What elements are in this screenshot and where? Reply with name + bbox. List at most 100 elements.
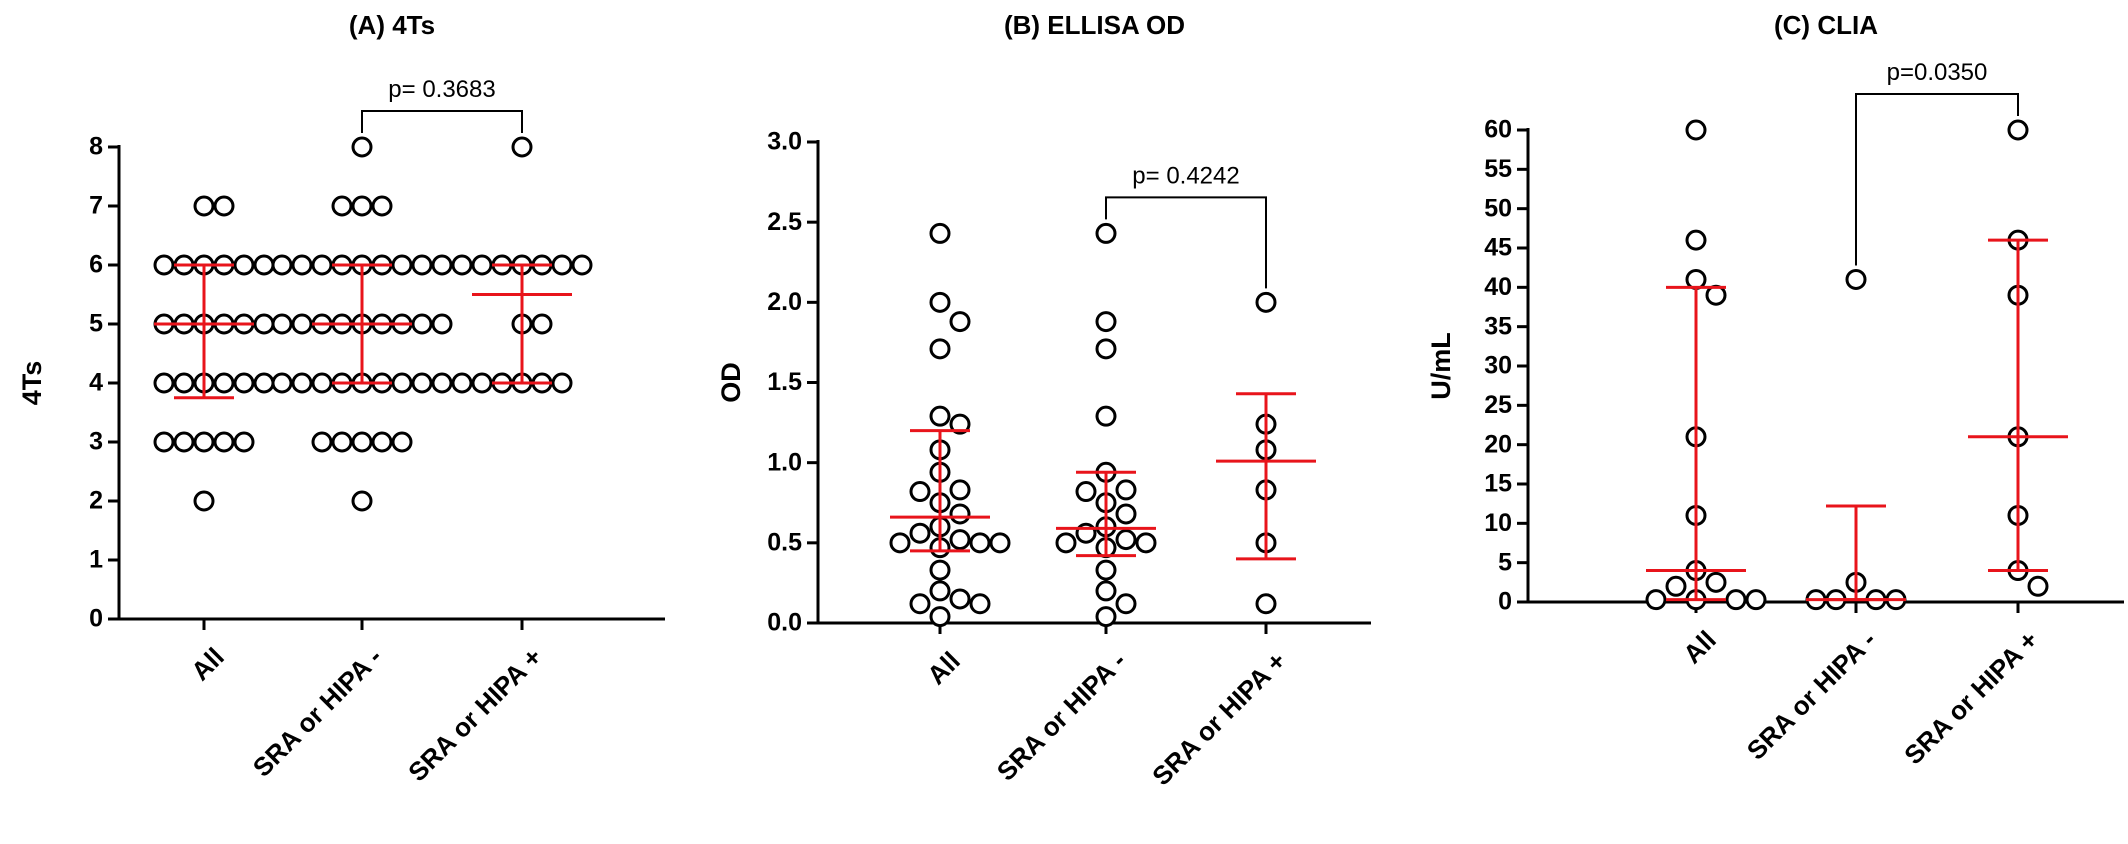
y-tick-label: 7 [89,192,103,220]
data-point [193,490,215,512]
p-value: p= 0.4242 [1132,162,1239,189]
data-point [909,522,931,544]
y-tick-label: 20 [1484,430,1512,458]
data-point [213,195,235,217]
data-point [1115,529,1137,551]
data-point [1095,222,1117,244]
data-point [311,254,333,276]
data-point [511,136,533,158]
x-tick-label: SRA or HIPA - [247,642,388,783]
data-point [391,372,413,394]
p-value: p= 0.3683 [388,76,495,103]
data-point [1095,606,1117,628]
y-tick-label: 0 [1498,588,1512,616]
data-point [1135,532,1157,554]
y-tick-label: 45 [1484,234,1512,262]
data-point [929,580,951,602]
data-point [351,136,373,158]
data-point [271,313,293,335]
data-point [1685,268,1707,290]
data-point [551,372,573,394]
data-point [1095,405,1117,427]
data-point [291,313,313,335]
data-point [193,431,215,453]
data-point [1115,503,1137,525]
data-point [471,254,493,276]
y-tick-label: 55 [1484,155,1512,183]
data-point [949,479,971,501]
panel-title: (B) ELLISA OD [1004,10,1185,40]
data-point [411,313,433,335]
y-tick-label: 1.0 [767,448,802,476]
data-point [173,431,195,453]
y-tick-label: 2.0 [767,288,802,316]
data-point [193,195,215,217]
data-point [2027,575,2049,597]
data-point [1665,575,1687,597]
data-point [1095,559,1117,581]
data-point [949,588,971,610]
data-point [1255,291,1277,313]
data-point [431,372,453,394]
y-tick-label: 0 [89,605,103,633]
panel-title: (C) CLIA [1774,10,1878,40]
y-axis-label: 4Ts [17,361,47,406]
y-tick-label: 0.5 [767,528,802,556]
data-point [153,254,175,276]
data-point [929,222,951,244]
data-point [1255,593,1277,615]
data-point [411,372,433,394]
data-point [1075,481,1097,503]
x-tick-label: SRA or HIPA + [1898,625,2044,771]
y-tick-label: 15 [1484,470,1512,498]
x-tick-label: SRA or HIPA + [402,642,548,788]
y-tick-label: 30 [1484,352,1512,380]
data-point [331,431,353,453]
y-tick-label: 6 [89,251,103,279]
x-tick-label: SRA or HIPA + [1146,646,1292,792]
data-point [1095,311,1117,333]
data-point [1725,589,1747,611]
x-tick-label: All [185,642,230,687]
data-point [949,529,971,551]
data-point [233,254,255,276]
y-tick-label: 5 [89,310,103,338]
data-point [213,431,235,453]
y-tick-label: 5 [1498,548,1512,576]
data-point [989,532,1011,554]
data-point [391,431,413,453]
significance-bracket [361,110,523,133]
data-point [233,372,255,394]
y-axis-label: U/mL [1426,332,1456,400]
y-tick-label: 3.0 [767,128,802,156]
y-tick-label: 35 [1484,312,1512,340]
panel: (B) ELLISA OD OD 0.0 0.5 1.0 1.5 2.0 2.5 3.0 All S… [716,10,1371,791]
data-point [311,372,333,394]
data-point [371,431,393,453]
panel: (C) CLIA U/mL 0 5 10 15 20 25 30 35 40 45 50 55 60 All S… [1426,10,2124,770]
y-tick-label: 1.5 [767,368,802,396]
y-tick-label: 8 [89,133,103,161]
data-point [351,195,373,217]
panel: (A) 4Ts 4Ts 0 1 2 3 4 5 6 7 8 All SRA or HIPA - SRA o… [17,10,665,787]
data-point [213,372,235,394]
x-tick-label: All [1677,625,1722,670]
data-point [571,254,593,276]
y-tick-label: 40 [1484,273,1512,301]
data-point [291,372,313,394]
significance-bracket [1855,93,2019,266]
data-point [929,559,951,581]
data-point [253,254,275,276]
data-point [351,431,373,453]
data-point [311,431,333,453]
data-point [1055,532,1077,554]
y-tick-label: 60 [1484,116,1512,144]
data-point [351,490,373,512]
data-point [1705,284,1727,306]
data-point [1115,593,1137,615]
y-tick-label: 3 [89,428,103,456]
x-tick-label: SRA or HIPA - [1741,625,1882,766]
y-tick-label: 4 [89,369,103,397]
y-tick-label: 1 [89,546,103,574]
data-point [371,195,393,217]
